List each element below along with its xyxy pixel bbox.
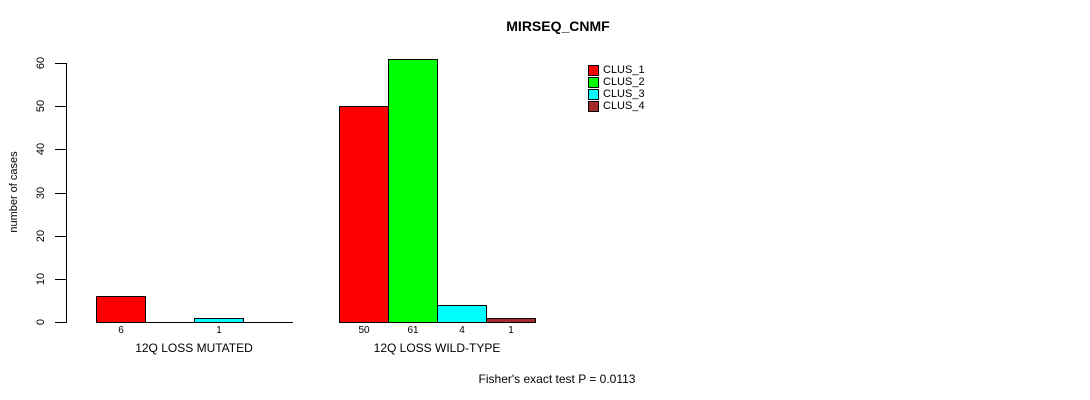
y-axis-tick bbox=[55, 63, 66, 64]
y-axis-tick bbox=[55, 149, 66, 150]
y-axis-tick-label: 10 bbox=[35, 272, 47, 286]
y-axis-tick-label: 50 bbox=[35, 99, 47, 113]
y-axis-tick-label: 30 bbox=[35, 186, 47, 200]
x-category-label: 12Q LOSS MUTATED bbox=[135, 341, 253, 355]
y-axis-line bbox=[66, 63, 67, 323]
legend-item-clus_3: CLUS_3 bbox=[588, 88, 645, 100]
legend-swatch-icon bbox=[588, 64, 599, 76]
y-axis-tick bbox=[55, 279, 66, 280]
y-axis-tick bbox=[55, 193, 66, 194]
bar-clus_3 bbox=[194, 318, 244, 323]
y-axis-tick bbox=[55, 322, 66, 323]
legend: CLUS_1 CLUS_2 CLUS_3 CLUS_4 bbox=[588, 64, 645, 112]
bar-clus_1 bbox=[339, 106, 389, 323]
bar-value-label: 1 bbox=[508, 325, 514, 336]
legend-label: CLUS_1 bbox=[603, 64, 645, 76]
y-axis-tick bbox=[55, 106, 66, 107]
y-axis-label: number of cases bbox=[8, 151, 20, 233]
legend-label: CLUS_2 bbox=[603, 76, 645, 88]
legend-item-clus_4: CLUS_4 bbox=[588, 100, 645, 112]
y-axis-tick-label: 60 bbox=[35, 56, 47, 70]
bar-clus_1 bbox=[96, 296, 146, 323]
legend-item-clus_1: CLUS_1 bbox=[588, 64, 645, 76]
bar-value-label: 4 bbox=[459, 325, 465, 336]
y-axis-tick bbox=[55, 236, 66, 237]
bar-value-label: 61 bbox=[407, 325, 419, 336]
bar-clus_2 bbox=[388, 59, 438, 323]
legend-item-clus_2: CLUS_2 bbox=[588, 76, 645, 88]
y-axis-tick-label: 40 bbox=[35, 142, 47, 156]
y-axis-tick-label: 0 bbox=[35, 318, 47, 326]
bar-clus_3 bbox=[437, 305, 487, 323]
x-category-label: 12Q LOSS WILD-TYPE bbox=[373, 341, 501, 355]
fisher-test-annotation: Fisher's exact test P = 0.0113 bbox=[478, 372, 636, 386]
legend-label: CLUS_4 bbox=[603, 100, 645, 112]
bar-value-label: 50 bbox=[358, 325, 370, 336]
bar-clus_4 bbox=[486, 318, 536, 323]
bar-value-label: 6 bbox=[118, 325, 124, 336]
legend-label: CLUS_3 bbox=[603, 88, 645, 100]
y-axis-tick-label: 20 bbox=[35, 229, 47, 243]
legend-swatch-icon bbox=[588, 88, 599, 100]
legend-swatch-icon bbox=[588, 100, 599, 112]
bar-value-label: 1 bbox=[216, 325, 222, 336]
chart-title: MIRSEQ_CNMF bbox=[506, 18, 610, 34]
legend-swatch-icon bbox=[588, 76, 599, 88]
